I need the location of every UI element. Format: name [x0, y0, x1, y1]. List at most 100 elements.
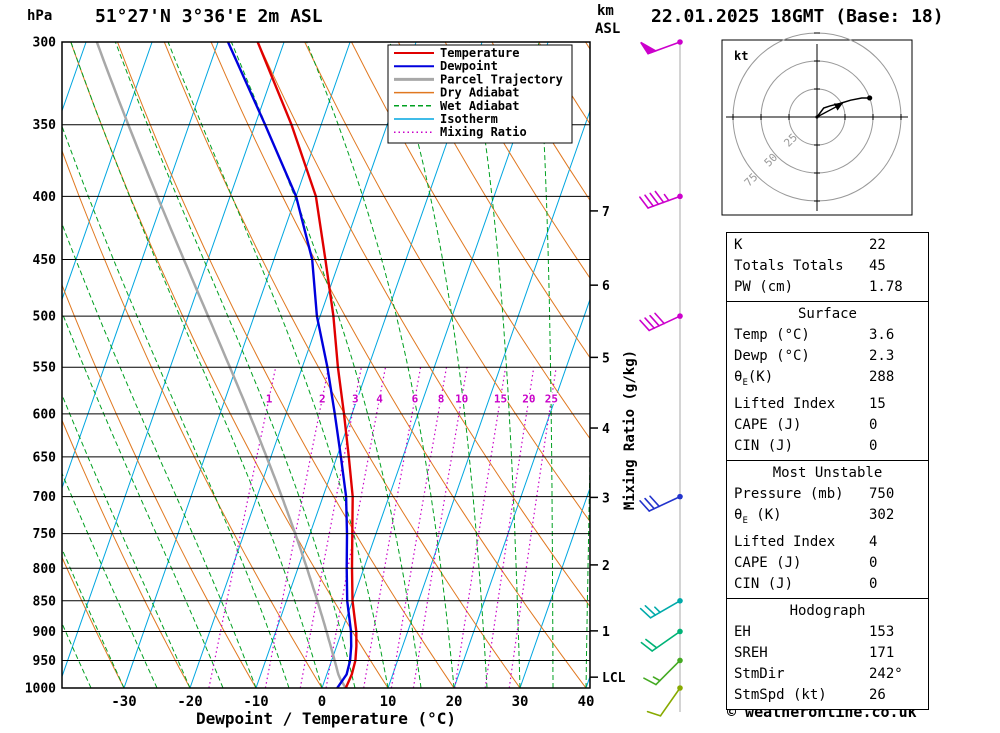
wind-barb: [639, 312, 683, 332]
svg-text:6: 6: [412, 393, 419, 406]
stat-row: StmSpd (kt) 26: [734, 685, 921, 706]
svg-text:Temperature: Temperature: [440, 46, 519, 60]
isotherms: [62, 42, 590, 688]
stat-value: 4: [869, 533, 878, 550]
stat-value: 302: [869, 506, 895, 523]
svg-text:-10: -10: [243, 694, 268, 710]
stat-label: EH: [734, 623, 751, 640]
stat-value: 1.78: [869, 279, 903, 295]
stat-value: 242°: [869, 665, 903, 682]
svg-text:4: 4: [602, 422, 610, 437]
stat-row: θE(K) 288: [734, 367, 921, 394]
svg-text:350: 350: [33, 118, 57, 133]
stat-row: CAPE (J) 0: [734, 553, 921, 574]
stat-value: 0: [869, 416, 878, 433]
svg-text:1000: 1000: [25, 682, 56, 697]
pressure-axis-unit: hPa: [27, 8, 53, 24]
hodograph-unit: kt: [734, 49, 748, 63]
svg-text:10: 10: [455, 393, 468, 406]
stat-value: 45: [869, 258, 886, 274]
stat-label: Totals Totals: [734, 258, 844, 274]
stat-value: 0: [869, 437, 878, 454]
svg-text:7: 7: [602, 205, 610, 220]
svg-text:10: 10: [380, 694, 397, 710]
stat-label: Lifted Index: [734, 533, 836, 550]
stat-value: 26: [869, 686, 886, 703]
svg-text:700: 700: [33, 490, 57, 505]
stat-row: θE (K) 302: [734, 505, 921, 532]
svg-text:20: 20: [522, 393, 535, 406]
svg-text:650: 650: [33, 450, 57, 465]
svg-text:1: 1: [266, 393, 273, 406]
wind-barb: [640, 39, 683, 55]
stats-section-header: Surface: [797, 306, 857, 322]
wind-barb: [639, 493, 683, 512]
stat-value: 15: [869, 395, 886, 412]
wind-barb: [646, 685, 683, 717]
svg-text:4: 4: [376, 393, 383, 406]
datetime-title: 22.01.2025 18GMT (Base: 18): [651, 6, 944, 27]
stat-label: CIN (J): [734, 575, 794, 592]
stat-label: Temp (°C): [734, 327, 810, 343]
svg-text:40: 40: [578, 694, 595, 710]
stat-value: 750: [869, 485, 895, 502]
svg-text:450: 450: [33, 253, 57, 268]
wind-barb-column: [639, 39, 683, 717]
mixing-ratio-lines: 1 2 3 4 6 8 10 15 20 25: [208, 367, 560, 688]
stats-section: K 22 Totals Totals 45 PW (cm) 1.78: [726, 232, 929, 302]
stat-value: 153: [869, 623, 895, 640]
svg-text:25: 25: [545, 393, 558, 406]
stat-value: 171: [869, 644, 895, 661]
stat-row: Pressure (mb) 750: [734, 484, 921, 505]
svg-text:600: 600: [33, 407, 57, 422]
stat-row: Dewp (°C) 2.3: [734, 346, 921, 367]
stat-value: 2.3: [869, 348, 895, 364]
stat-label: CAPE (J): [734, 416, 802, 433]
stat-row: SREH 171: [734, 643, 921, 664]
stats-section: Most Unstable Pressure (mb) 750 θE (K) 302 Li…: [726, 459, 929, 599]
svg-text:550: 550: [33, 361, 57, 376]
stat-row: Totals Totals 45: [734, 256, 921, 277]
stat-value: 0: [869, 575, 878, 592]
stat-value: 288: [869, 369, 895, 385]
svg-text:2: 2: [319, 393, 326, 406]
svg-text:Wet Adiabat: Wet Adiabat: [440, 99, 519, 113]
stat-row: EH 153: [734, 622, 921, 643]
mixing-ratio-axis-label: Mixing Ratio (g/kg): [622, 349, 638, 511]
stats-section: Surface Temp (°C) 3.6 Dewp (°C) 2.3 θE(K) 288 L…: [726, 301, 929, 461]
svg-text:30: 30: [512, 694, 529, 710]
stat-row: Temp (°C) 3.6: [734, 325, 921, 346]
svg-text:0: 0: [318, 694, 326, 710]
svg-text:850: 850: [33, 594, 57, 609]
svg-text:Dewpoint: Dewpoint: [440, 59, 498, 73]
svg-text:6: 6: [602, 279, 610, 294]
stat-label: PW (cm): [734, 279, 794, 295]
x-axis-label: Dewpoint / Temperature (°C): [195, 709, 457, 728]
stat-row: CAPE (J) 0: [734, 415, 921, 436]
svg-text:800: 800: [33, 562, 57, 577]
svg-text:8: 8: [438, 393, 445, 406]
stats-section-header: Hodograph: [789, 602, 866, 619]
stat-row: CIN (J) 0: [734, 574, 921, 595]
svg-text:950: 950: [33, 654, 57, 669]
axes: 3003504004505005506006507007508008509009…: [25, 36, 626, 711]
wind-barb: [639, 190, 683, 209]
stat-label: Dewp (°C): [734, 348, 810, 364]
wind-barb: [639, 597, 683, 619]
stat-row: CIN (J) 0: [734, 436, 921, 457]
svg-text:15: 15: [494, 393, 507, 406]
svg-text:300: 300: [33, 36, 57, 51]
stat-label: StmDir: [734, 665, 785, 682]
stat-value: 3.6: [869, 327, 895, 343]
stats-section-header: Most Unstable: [772, 464, 883, 481]
svg-text:Mixing Ratio: Mixing Ratio: [440, 125, 527, 139]
stat-row: PW (cm) 1.78: [734, 277, 921, 298]
svg-text:1: 1: [602, 625, 610, 640]
altitude-axis-unit-km: km: [597, 3, 614, 19]
stat-row: Lifted Index 4: [734, 532, 921, 553]
svg-text:LCL: LCL: [602, 671, 626, 686]
svg-text:3: 3: [352, 393, 359, 406]
